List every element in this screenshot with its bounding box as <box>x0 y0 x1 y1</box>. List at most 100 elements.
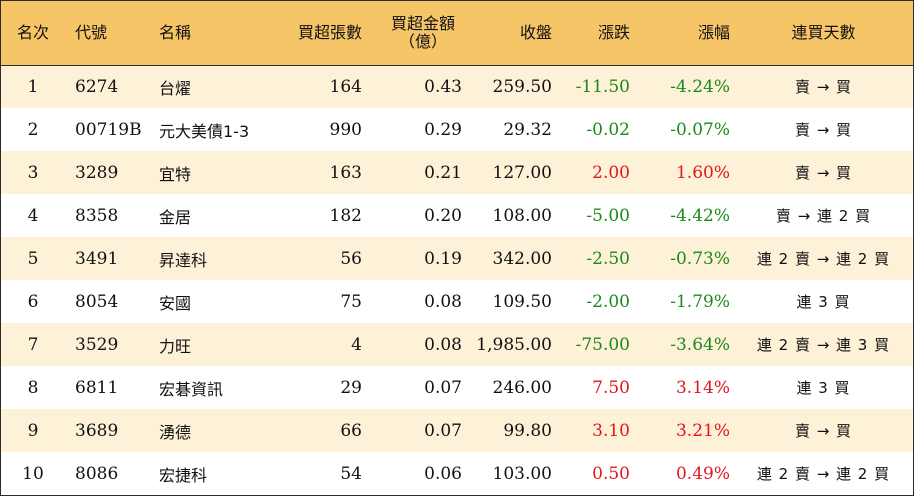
cell-close: 29.32 <box>464 108 554 151</box>
header-code: 代號 <box>65 1 149 66</box>
header-close: 收盤 <box>464 1 554 66</box>
cell-change-pct: 3.21% <box>644 409 734 452</box>
cell-net-lots: 163 <box>264 151 364 194</box>
cell-streak: 賣 → 買 <box>734 151 913 194</box>
table-row: 6 8054 安國 75 0.08 109.50 -2.00 -1.79% 連 3 買 <box>1 280 913 323</box>
cell-close: 1,985.00 <box>464 323 554 366</box>
table-row: 8 6811 宏碁資訊 29 0.07 246.00 7.50 3.14% 連 3 買 <box>1 366 913 409</box>
cell-change-pct: -0.07% <box>644 108 734 151</box>
cell-name: 宏碁資訊 <box>149 366 264 409</box>
cell-streak: 賣 → 買 <box>734 409 913 452</box>
header-row: 名次 代號 名稱 買超張數 買超金額 （億） 收盤 漲跌 漲幅 連買天數 <box>1 1 913 66</box>
cell-change: -0.02 <box>554 108 644 151</box>
cell-net-lots: 164 <box>264 65 364 108</box>
cell-close: 99.80 <box>464 409 554 452</box>
cell-net-amount: 0.20 <box>364 194 464 237</box>
cell-change: -75.00 <box>554 323 644 366</box>
cell-net-amount: 0.08 <box>364 323 464 366</box>
cell-net-lots: 990 <box>264 108 364 151</box>
cell-name: 力旺 <box>149 323 264 366</box>
cell-rank: 2 <box>1 108 65 151</box>
cell-name: 宏捷科 <box>149 452 264 495</box>
cell-rank: 8 <box>1 366 65 409</box>
cell-rank: 9 <box>1 409 65 452</box>
header-net-amount: 買超金額 （億） <box>364 1 464 66</box>
cell-close: 103.00 <box>464 452 554 495</box>
cell-name: 湧德 <box>149 409 264 452</box>
cell-net-lots: 29 <box>264 366 364 409</box>
cell-streak: 賣 → 買 <box>734 65 913 108</box>
cell-net-amount: 0.07 <box>364 409 464 452</box>
header-net-amount-label: 買超金額 <box>390 13 455 33</box>
header-rank: 名次 <box>1 1 65 66</box>
cell-change-pct: 3.14% <box>644 366 734 409</box>
cell-code: 3289 <box>65 151 149 194</box>
cell-change: 3.10 <box>554 409 644 452</box>
cell-change-pct: 1.60% <box>644 151 734 194</box>
table-row: 1 6274 台燿 164 0.43 259.50 -11.50 -4.24% 賣 → 買 <box>1 65 913 108</box>
table-row: 4 8358 金居 182 0.20 108.00 -5.00 -4.42% 賣 → 連 2 買 <box>1 194 913 237</box>
cell-net-lots: 54 <box>264 452 364 495</box>
cell-change-pct: -3.64% <box>644 323 734 366</box>
cell-name: 元大美債1-3 <box>149 108 264 151</box>
cell-code: 6811 <box>65 366 149 409</box>
cell-rank: 3 <box>1 151 65 194</box>
cell-net-lots: 66 <box>264 409 364 452</box>
cell-net-lots: 75 <box>264 280 364 323</box>
cell-net-amount: 0.19 <box>364 237 464 280</box>
cell-change-pct: -1.79% <box>644 280 734 323</box>
cell-close: 342.00 <box>464 237 554 280</box>
cell-code: 3491 <box>65 237 149 280</box>
cell-net-lots: 56 <box>264 237 364 280</box>
header-net-lots: 買超張數 <box>264 1 364 66</box>
cell-code: 00719B <box>65 108 149 151</box>
cell-change: -5.00 <box>554 194 644 237</box>
cell-change: -11.50 <box>554 65 644 108</box>
cell-rank: 4 <box>1 194 65 237</box>
table-body: 1 6274 台燿 164 0.43 259.50 -11.50 -4.24% 賣 → 買 2 00… <box>1 65 913 495</box>
cell-streak: 連 2 賣 → 連 2 買 <box>734 237 913 280</box>
header-change: 漲跌 <box>554 1 644 66</box>
table-row: 5 3491 昇達科 56 0.19 342.00 -2.50 -0.73% 連 2 賣 → 連… <box>1 237 913 280</box>
cell-change: 7.50 <box>554 366 644 409</box>
cell-rank: 1 <box>1 65 65 108</box>
cell-rank: 7 <box>1 323 65 366</box>
cell-net-lots: 182 <box>264 194 364 237</box>
cell-change: 2.00 <box>554 151 644 194</box>
cell-name: 台燿 <box>149 65 264 108</box>
cell-net-amount: 0.43 <box>364 65 464 108</box>
cell-streak: 連 3 買 <box>734 280 913 323</box>
cell-net-lots: 4 <box>264 323 364 366</box>
cell-close: 259.50 <box>464 65 554 108</box>
cell-net-amount: 0.21 <box>364 151 464 194</box>
header-name: 名稱 <box>149 1 264 66</box>
header-net-amount-unit: （億） <box>398 31 447 51</box>
cell-net-amount: 0.29 <box>364 108 464 151</box>
table-row: 2 00719B 元大美債1-3 990 0.29 29.32 -0.02 -0.07% 賣 →… <box>1 108 913 151</box>
cell-rank: 6 <box>1 280 65 323</box>
cell-streak: 賣 → 買 <box>734 108 913 151</box>
cell-rank: 10 <box>1 452 65 495</box>
cell-code: 3529 <box>65 323 149 366</box>
cell-change: -2.50 <box>554 237 644 280</box>
header-streak: 連買天數 <box>734 1 913 66</box>
cell-streak: 連 2 賣 → 連 3 買 <box>734 323 913 366</box>
cell-streak: 連 2 賣 → 連 2 買 <box>734 452 913 495</box>
cell-rank: 5 <box>1 237 65 280</box>
cell-change: 0.50 <box>554 452 644 495</box>
cell-name: 昇達科 <box>149 237 264 280</box>
cell-code: 3689 <box>65 409 149 452</box>
table-row: 3 3289 宜特 163 0.21 127.00 2.00 1.60% 賣 → 買 <box>1 151 913 194</box>
cell-code: 8086 <box>65 452 149 495</box>
cell-change-pct: -0.73% <box>644 237 734 280</box>
cell-name: 安國 <box>149 280 264 323</box>
cell-streak: 賣 → 連 2 買 <box>734 194 913 237</box>
cell-name: 金居 <box>149 194 264 237</box>
cell-close: 127.00 <box>464 151 554 194</box>
cell-change: -2.00 <box>554 280 644 323</box>
cell-close: 246.00 <box>464 366 554 409</box>
cell-close: 108.00 <box>464 194 554 237</box>
cell-change-pct: 0.49% <box>644 452 734 495</box>
header-change-pct: 漲幅 <box>644 1 734 66</box>
